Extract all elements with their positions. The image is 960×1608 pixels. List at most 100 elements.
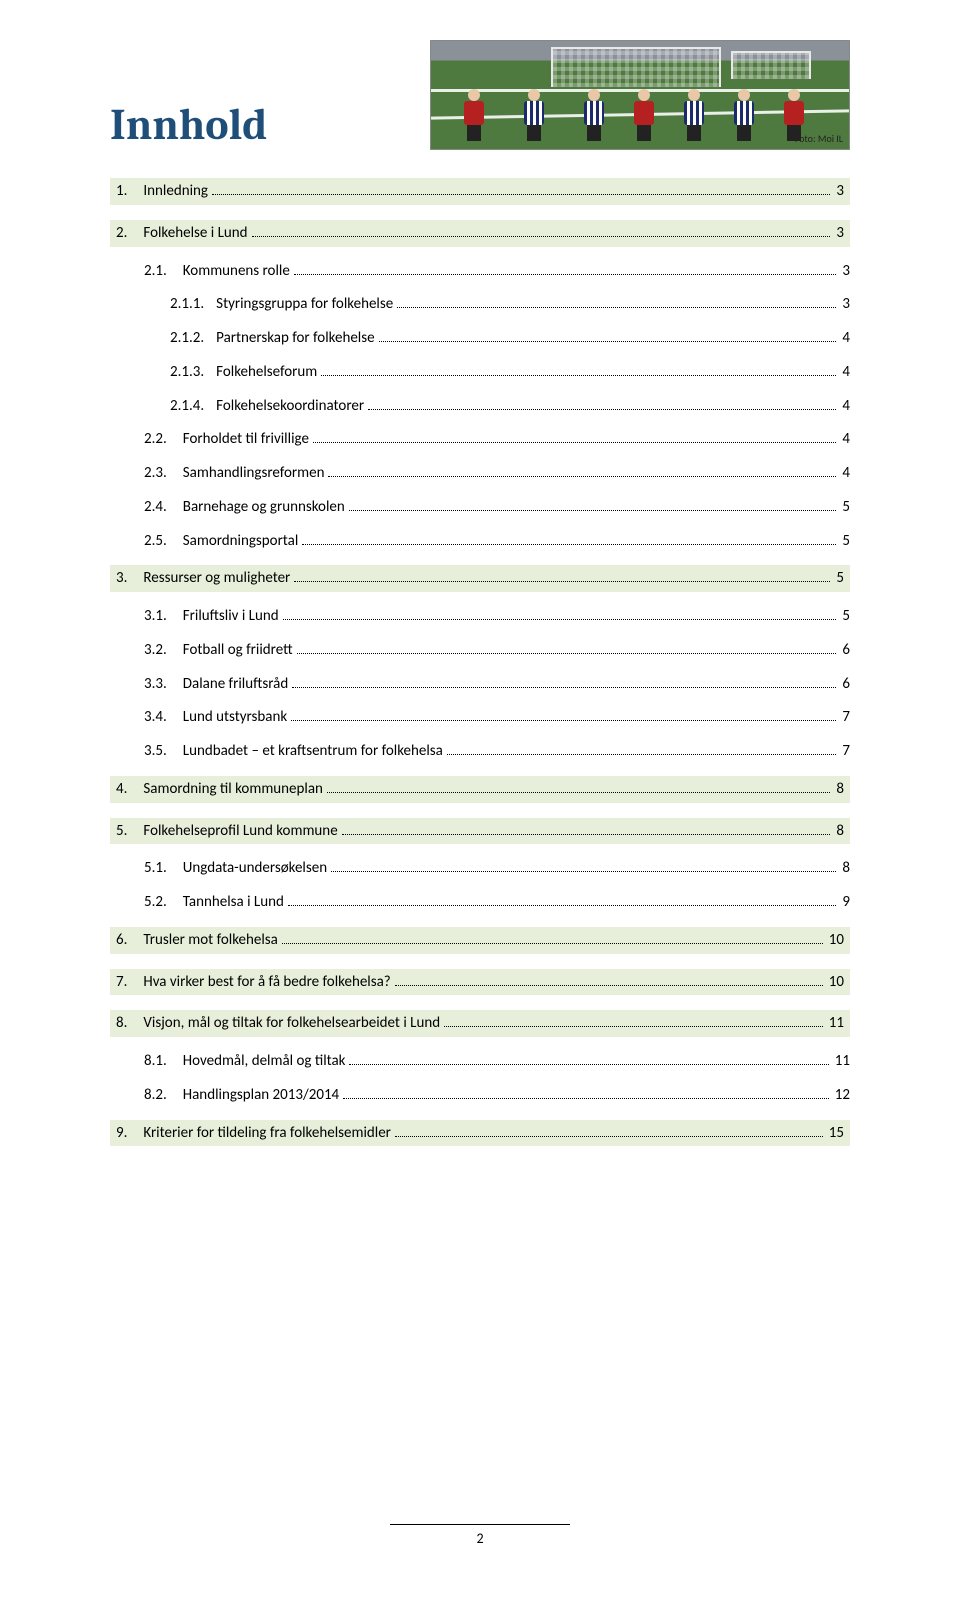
toc-entry-label: Folkehelse i Lund — [143, 224, 247, 243]
toc-entry[interactable]: 3.Ressurser og muligheter5 — [110, 565, 850, 592]
toc-entry-label: Tannhelsa i Lund — [183, 893, 284, 912]
toc-entry-number: 8.1. — [144, 1052, 183, 1071]
toc-entry-label: Styringsgruppa for folkehelse — [216, 295, 393, 314]
header-photo: Foto: Moi IL — [430, 40, 850, 150]
toc-entry-page: 5 — [840, 607, 850, 626]
toc-entry[interactable]: 2.1.1.Styringsgruppa for folkehelse3 — [110, 295, 850, 314]
footer-rule — [390, 1524, 570, 1525]
toc-entry-label: Folkehelseprofil Lund kommune — [143, 822, 337, 841]
toc-entry[interactable]: 2.1.4.Folkehelsekoordinatorer4 — [110, 397, 850, 416]
toc-entry-number: 2.1.1. — [170, 295, 216, 314]
toc-entry[interactable]: 7.Hva virker best for å få bedre folkehe… — [110, 969, 850, 996]
toc-entry-number: 2.2. — [144, 430, 183, 449]
toc-entry[interactable]: 2.1.2.Partnerskap for folkehelse4 — [110, 329, 850, 348]
toc-entry-number: 3.3. — [144, 675, 183, 694]
toc-entry[interactable]: 5.1.Ungdata-undersøkelsen8 — [110, 859, 850, 878]
toc-entry[interactable]: 3.3.Dalane friluftsråd6 — [110, 675, 850, 694]
toc-leader-dots — [291, 709, 836, 721]
toc-leader-dots — [395, 1125, 823, 1137]
toc-entry-label: Lundbadet – et kraftsentrum for folkehel… — [183, 742, 443, 761]
toc-entry-label: Fotball og friidrett — [183, 641, 293, 660]
toc-entry-number: 3. — [116, 569, 143, 588]
toc-leader-dots — [252, 225, 831, 237]
toc-entry-page: 9 — [840, 893, 850, 912]
toc-leader-dots — [292, 676, 836, 688]
toc-entry-number: 1. — [116, 182, 143, 201]
toc-entry-page: 8 — [834, 780, 844, 799]
toc-entry[interactable]: 2.5.Samordningsportal5 — [110, 532, 850, 551]
toc-leader-dots — [395, 974, 823, 986]
toc-leader-dots — [444, 1015, 823, 1027]
toc-entry-page: 6 — [840, 641, 850, 660]
toc-entry[interactable]: 5.Folkehelseprofil Lund kommune8 — [110, 818, 850, 845]
toc-leader-dots — [328, 465, 836, 477]
toc-leader-dots — [349, 499, 837, 511]
toc-entry-page: 4 — [840, 464, 850, 483]
toc-entry-label: Forholdet til frivillige — [183, 430, 309, 449]
toc-entry[interactable]: 4.Samordning til kommuneplan8 — [110, 776, 850, 803]
toc-entry-number: 2.1.4. — [170, 397, 216, 416]
toc-entry-number: 5.1. — [144, 859, 183, 878]
footer-page-number: 2 — [476, 1530, 483, 1547]
toc-entry[interactable]: 2.3.Samhandlingsreformen4 — [110, 464, 850, 483]
toc-entry[interactable]: 2.4.Barnehage og grunnskolen5 — [110, 498, 850, 517]
toc-entry-page: 4 — [840, 363, 850, 382]
toc-entry[interactable]: 8.1.Hovedmål, delmål og tiltak 11 — [110, 1052, 850, 1071]
toc-entry-number: 8.2. — [144, 1086, 183, 1105]
toc-entry-label: Hva virker best for å få bedre folkehels… — [143, 973, 390, 992]
toc-leader-dots — [288, 894, 837, 906]
toc-entry-number: 7. — [116, 973, 143, 992]
toc-entry[interactable]: 5.2.Tannhelsa i Lund9 — [110, 893, 850, 912]
photo-player — [581, 89, 607, 143]
toc-entry[interactable]: 8.Visjon, mål og tiltak for folkehelsear… — [110, 1010, 850, 1037]
toc-leader-dots — [327, 781, 830, 793]
toc-leader-dots — [212, 183, 830, 195]
toc-leader-dots — [447, 743, 837, 755]
toc-entry-page: 3 — [834, 224, 844, 243]
toc-leader-dots — [397, 296, 836, 308]
toc-entry-number: 8. — [116, 1014, 143, 1033]
toc-entry[interactable]: 3.2.Fotball og friidrett6 — [110, 641, 850, 660]
toc-entry[interactable]: 3.4.Lund utstyrsbank7 — [110, 708, 850, 727]
header-row: Innhold Foto: Moi IL — [110, 40, 850, 150]
toc-entry[interactable]: 3.1.Friluftsliv i Lund 5 — [110, 607, 850, 626]
toc-entry[interactable]: 2.2.Forholdet til frivillige4 — [110, 430, 850, 449]
toc-entry-page: 3 — [834, 182, 844, 201]
toc-entry[interactable]: 9.Kriterier for tildeling fra folkehelse… — [110, 1120, 850, 1147]
toc-entry-number: 2. — [116, 224, 143, 243]
toc-entry-page: 11 — [833, 1052, 850, 1071]
toc-entry-number: 2.5. — [144, 532, 183, 551]
toc-entry-number: 9. — [116, 1124, 143, 1143]
photo-credit: Foto: Moi IL — [795, 132, 843, 145]
toc-entry[interactable]: 6.Trusler mot folkehelsa10 — [110, 927, 850, 954]
toc-leader-dots — [294, 263, 837, 275]
toc-entry-label: Innledning — [143, 182, 208, 201]
toc-leader-dots — [282, 932, 823, 944]
toc-entry-label: Barnehage og grunnskolen — [183, 498, 345, 517]
toc-entry[interactable]: 3.5.Lundbadet – et kraftsentrum for folk… — [110, 742, 850, 761]
toc-leader-dots — [297, 642, 837, 654]
toc-entry-label: Handlingsplan 2013/2014 — [183, 1086, 339, 1105]
toc-entry-page: 5 — [834, 569, 844, 588]
toc-entry-label: Samordning til kommuneplan — [143, 780, 323, 799]
photo-player — [461, 89, 487, 143]
toc-entry-label: Friluftsliv i Lund — [183, 607, 279, 626]
toc-entry-page: 11 — [827, 1014, 844, 1033]
toc-entry-label: Hovedmål, delmål og tiltak — [183, 1052, 346, 1071]
table-of-contents: 1.Innledning 3 2.Folkehelse i Lund 3 2.1.Kom… — [110, 178, 850, 1146]
toc-entry[interactable]: 2.1.Kommunens rolle3 — [110, 262, 850, 281]
toc-leader-dots — [321, 364, 836, 376]
toc-entry[interactable]: 2.1.3.Folkehelseforum4 — [110, 363, 850, 382]
toc-entry[interactable]: 8.2.Handlingsplan 2013/2014 12 — [110, 1086, 850, 1105]
toc-leader-dots — [294, 570, 830, 582]
toc-entry[interactable]: 1.Innledning 3 — [110, 178, 850, 205]
toc-entry[interactable]: 2.Folkehelse i Lund 3 — [110, 220, 850, 247]
document-page: Innhold Foto: Moi IL 1.Innledning32.Folk… — [0, 0, 960, 1608]
toc-entry-page: 12 — [833, 1086, 850, 1105]
toc-entry-number: 3.5. — [144, 742, 183, 761]
toc-entry-number: 3.1. — [144, 607, 183, 626]
photo-player — [681, 89, 707, 143]
toc-entry-number: 2.1. — [144, 262, 183, 281]
toc-leader-dots — [302, 533, 836, 545]
photo-player — [731, 89, 757, 143]
